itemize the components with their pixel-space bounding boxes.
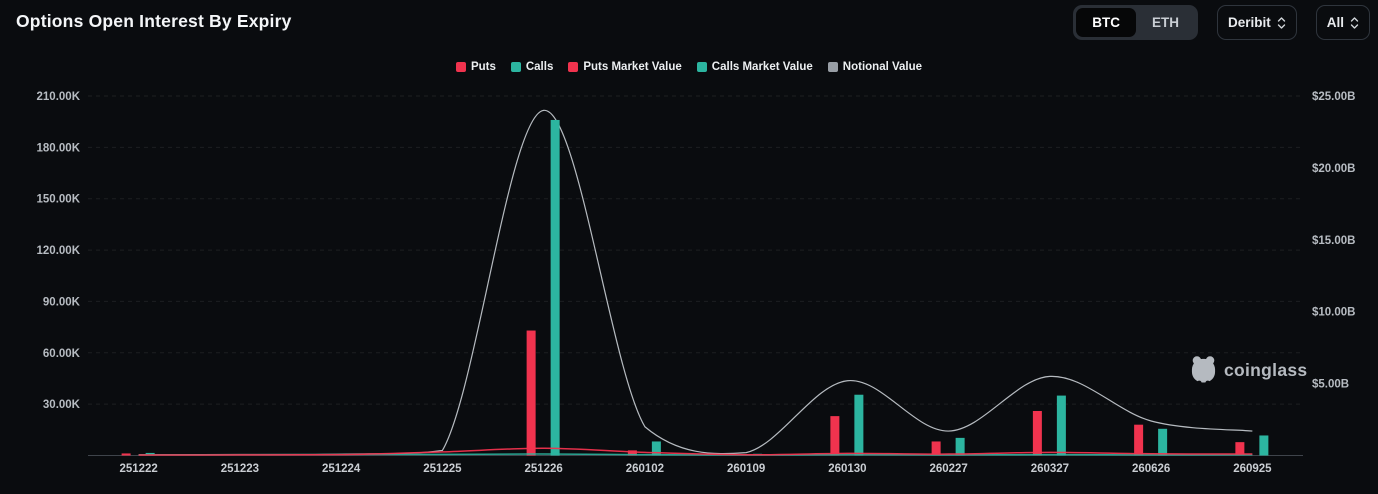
puts-market-value-swatch-icon: [568, 62, 579, 72]
x-axis-tick-label: 251224: [322, 463, 361, 475]
x-axis-tick-label: 260626: [1132, 463, 1170, 475]
calls-bar[interactable]: [550, 119, 560, 456]
right-axis-tick-label: $20.00B: [1312, 163, 1355, 175]
right-axis-tick-label: $10.00B: [1312, 307, 1355, 319]
puts-bar[interactable]: [526, 330, 536, 456]
x-axis-tick-label: 251222: [119, 463, 157, 475]
asset-toggle-eth[interactable]: ETH: [1136, 8, 1195, 37]
left-axis-tick-label: 180.00K: [37, 142, 81, 154]
exchange-select[interactable]: Deribit: [1216, 5, 1297, 40]
right-axis-tick-label: $5.00B: [1312, 379, 1349, 391]
puts-market-value-line: [138, 447, 1253, 456]
x-axis-tick-label: 260109: [727, 463, 765, 475]
puts-swatch-icon: [455, 62, 466, 72]
calls-bar[interactable]: [1259, 435, 1269, 456]
legend-item-calls[interactable]: Calls: [510, 61, 554, 73]
calls-bar[interactable]: [1056, 395, 1066, 456]
range-select[interactable]: All: [1315, 5, 1370, 40]
calls-bar[interactable]: [854, 394, 864, 456]
left-axis-tick-label: 120.00K: [37, 245, 81, 257]
range-select-value: All: [1326, 15, 1344, 30]
puts-bar[interactable]: [1032, 410, 1042, 456]
puts-bar[interactable]: [121, 453, 131, 456]
x-axis-tick-label: 251225: [423, 463, 462, 475]
page-title: Options Open Interest By Expiry: [16, 11, 292, 31]
calls-swatch-icon: [510, 62, 521, 72]
header-controls: BTC ETH Deribit All: [1073, 5, 1370, 40]
legend-label: Notional Value: [842, 61, 923, 73]
legend-item-calls-market-value[interactable]: Calls Market Value: [696, 61, 813, 73]
x-axis-tick-label: 260925: [1233, 463, 1272, 475]
legend-item-puts[interactable]: Puts: [455, 61, 496, 73]
calls-market-value-swatch-icon: [696, 62, 707, 72]
chart-legend: Puts Calls Puts Market Value Calls Marke…: [0, 61, 1378, 73]
left-axis-tick-label: 150.00K: [37, 194, 81, 206]
right-axis-tick-label: $15.00B: [1312, 235, 1355, 247]
chevron-updown-icon: [1350, 16, 1359, 29]
notional-value-line: [138, 109, 1253, 456]
calls-bar[interactable]: [955, 437, 965, 456]
left-axis-tick-label: 90.00K: [43, 296, 81, 308]
left-axis-tick-label: 210.00K: [37, 91, 81, 103]
puts-bar[interactable]: [627, 450, 637, 456]
x-axis-tick-label: 260102: [626, 463, 664, 475]
x-axis-tick-label: 260227: [929, 463, 967, 475]
puts-bar[interactable]: [1235, 442, 1245, 456]
right-axis-tick-label: $25.00B: [1312, 91, 1355, 103]
calls-bar[interactable]: [651, 441, 661, 456]
left-axis-tick-label: 30.00K: [43, 399, 81, 411]
asset-toggle-btc[interactable]: BTC: [1076, 8, 1136, 37]
x-axis-tick-label: 251223: [221, 463, 259, 475]
x-axis-tick-label: 260327: [1031, 463, 1069, 475]
legend-item-notional-value[interactable]: Notional Value: [827, 61, 923, 73]
left-axis-tick-label: 60.00K: [43, 348, 81, 360]
legend-label: Puts: [470, 61, 496, 73]
puts-bar[interactable]: [1134, 424, 1144, 456]
x-axis-tick-label: 260130: [828, 463, 866, 475]
chevron-updown-icon: [1277, 16, 1285, 29]
notional-value-swatch-icon: [827, 62, 838, 72]
legend-label: Calls: [525, 61, 554, 73]
puts-bar[interactable]: [830, 416, 840, 456]
legend-label: Puts Market Value: [583, 61, 682, 73]
x-axis-tick-label: 251226: [524, 463, 562, 475]
legend-label: Calls Market Value: [711, 61, 813, 73]
asset-toggle: BTC ETH: [1073, 5, 1198, 40]
exchange-select-value: Deribit: [1227, 15, 1271, 30]
calls-bar[interactable]: [1158, 428, 1168, 456]
legend-item-puts-market-value[interactable]: Puts Market Value: [568, 61, 682, 73]
puts-bar[interactable]: [931, 441, 941, 456]
